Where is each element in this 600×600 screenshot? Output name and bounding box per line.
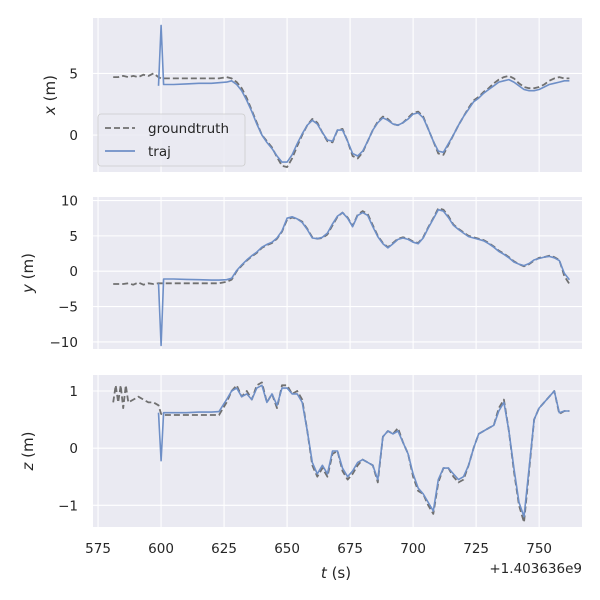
legend-label-traj: traj <box>148 144 171 160</box>
series-line-traj-y <box>157 208 571 347</box>
y-tick-label: 0 <box>69 441 78 457</box>
panel-x: 0 5 x (m) groundtruth traj <box>41 18 582 172</box>
y-tick-label: 10 <box>61 194 78 210</box>
panel-y: −10 −5 0 5 10 y (m) <box>19 194 582 351</box>
x-tick-label: 675 <box>337 541 363 557</box>
x-tick-label: 725 <box>463 541 489 557</box>
legend-label-groundtruth: groundtruth <box>148 121 229 137</box>
y-tick-label: −1 <box>58 498 78 514</box>
plot-area-y <box>93 197 582 349</box>
x-tick-label: 575 <box>85 541 111 557</box>
panel-z: −1 0 1 z (m) 575 600 625 650 675 700 725 750 <box>19 375 582 557</box>
y-tick-label: 1 <box>69 384 78 400</box>
y-axis-label-y: y (m) <box>19 253 37 294</box>
x-tick-label: 700 <box>400 541 426 557</box>
y-tick-label: 5 <box>69 66 78 82</box>
x-tick-label: 600 <box>148 541 174 557</box>
series-line-traj-z <box>157 384 570 518</box>
y-tick-label: 0 <box>69 128 78 144</box>
y-axis-label-z: z (m) <box>19 432 37 472</box>
y-tick-label: −5 <box>58 300 78 316</box>
x-tick-label: 750 <box>526 541 552 557</box>
x-tick-label: 650 <box>274 541 300 557</box>
x-axis-label: t (s) <box>321 564 351 582</box>
y-axis-label-x: x (m) <box>41 75 59 116</box>
legend: groundtruth traj <box>97 113 246 167</box>
legend-box <box>97 113 246 167</box>
y-tick-label: −10 <box>50 335 79 351</box>
x-offset-label: +1.403636e9 <box>489 561 582 577</box>
y-tick-label: 0 <box>69 264 78 280</box>
series-line-traj-x <box>157 24 570 163</box>
series-line-groundtruth-x <box>113 72 570 168</box>
y-tick-label: 5 <box>69 229 78 245</box>
x-tick-label: 625 <box>211 541 237 557</box>
